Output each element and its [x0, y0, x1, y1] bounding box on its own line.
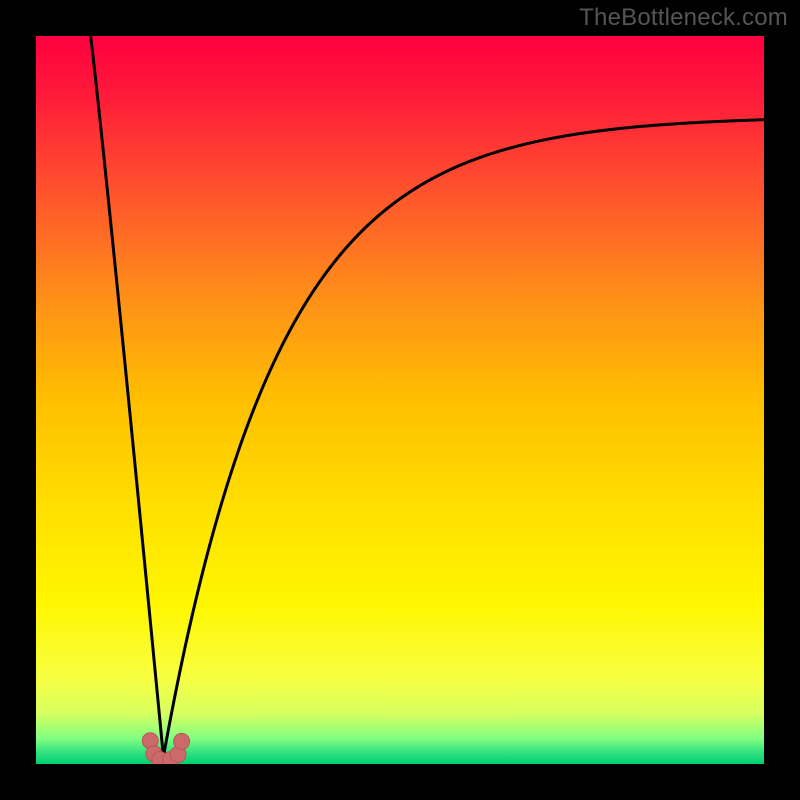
chart-container: { "watermark": { "text": "TheBottleneck.…	[0, 0, 800, 800]
watermark-text: TheBottleneck.com	[579, 4, 788, 32]
optimal-point-marker	[174, 733, 190, 749]
plot-background-gradient	[36, 36, 764, 764]
bottleneck-chart	[0, 0, 800, 800]
